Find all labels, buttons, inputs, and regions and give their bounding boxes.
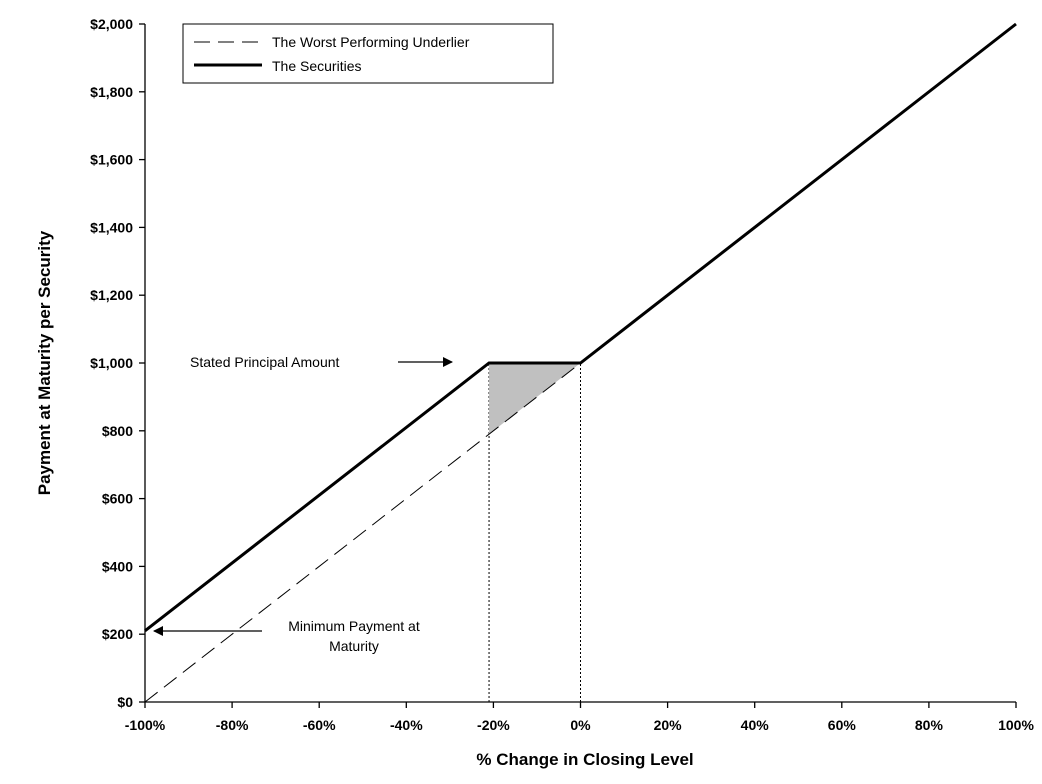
annotation-minimum-payment-line1: Minimum Payment at: [288, 618, 420, 634]
shaded-region-group: [489, 363, 581, 435]
x-tick-label: -80%: [216, 717, 249, 733]
series-line-securities: [144, 22, 1017, 632]
annotations: Stated Principal Amount Minimum Payment …: [153, 354, 453, 654]
shaded-region: [489, 363, 581, 435]
x-tick-label: 0%: [570, 717, 591, 733]
y-tick-label: $1,400: [90, 219, 133, 235]
y-tick-label: $800: [102, 423, 133, 439]
series-lines: [144, 22, 1017, 703]
y-tick-label: $1,200: [90, 287, 133, 303]
x-tick-label: -20%: [477, 717, 510, 733]
annotation-stated-principal: Stated Principal Amount: [190, 354, 340, 370]
y-tick-label: $2,000: [90, 16, 133, 32]
x-tick-label: 20%: [654, 717, 683, 733]
y-tick-label: $400: [102, 558, 133, 574]
y-tick-label: $200: [102, 626, 133, 642]
x-tick-label: -40%: [390, 717, 423, 733]
y-axis-title: Payment at Maturity per Security: [35, 230, 54, 495]
y-tick-label: $600: [102, 491, 133, 507]
legend: The Worst Performing Underlier The Secur…: [182, 23, 554, 84]
legend-label-securities: The Securities: [272, 58, 361, 74]
reference-lines: [488, 363, 581, 702]
x-tick-label: -100%: [125, 717, 166, 733]
x-tick-label: -60%: [303, 717, 336, 733]
axis-ticks: $0 $200 $400 $600 $800 $1,000 $1,200 $1,400 $1,6…: [90, 16, 1034, 733]
legend-box: [182, 23, 554, 84]
x-tick-label: 100%: [998, 717, 1034, 733]
x-tick-label: 60%: [828, 717, 857, 733]
x-axis-title: % Change in Closing Level: [476, 750, 693, 769]
y-tick-label: $1,600: [90, 152, 133, 168]
x-tick-label: 40%: [741, 717, 770, 733]
y-tick-label: $0: [117, 694, 133, 710]
annotation-minimum-payment-line2: Maturity: [329, 638, 379, 654]
legend-label-underlier: The Worst Performing Underlier: [272, 34, 470, 50]
y-tick-label: $1,800: [90, 84, 133, 100]
x-tick-label: 80%: [915, 717, 944, 733]
y-tick-label: $1,000: [90, 355, 133, 371]
series-line-underlier: [144, 362, 581, 703]
